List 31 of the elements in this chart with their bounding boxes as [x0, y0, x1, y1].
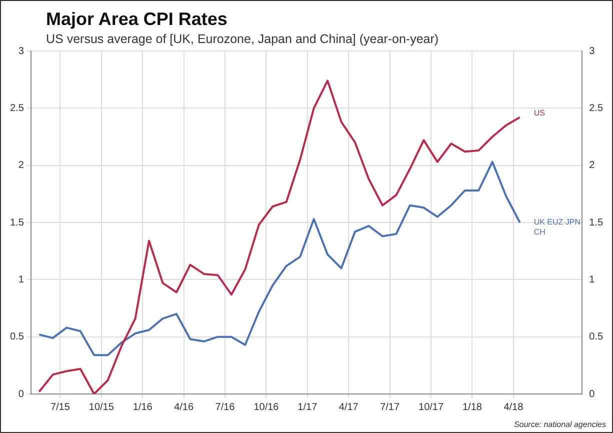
y2-tick-label: 0.5	[589, 332, 604, 343]
y-tick-label: 1	[18, 274, 24, 286]
x-tick-label: 10/15	[88, 402, 114, 413]
y-tick-label: 1.5	[10, 217, 24, 228]
x-tick-label: 7/15	[50, 402, 70, 413]
y2-tick-label: 1.5	[589, 217, 604, 228]
y2-tick-label: 2	[589, 160, 596, 172]
x-tick-label: 4/18	[504, 402, 524, 413]
x-tick-label: 10/17	[418, 402, 444, 413]
y2-tick-label: 2.5	[589, 102, 604, 114]
series-label: US	[534, 108, 545, 118]
x-tick-label: 7/16	[215, 402, 236, 413]
y2-tick-label: 1	[589, 274, 596, 286]
x-tick-label: 1/17	[298, 402, 318, 413]
x-tick-label: 1/16	[132, 402, 153, 413]
y-tick-label: 0.5	[10, 332, 24, 343]
series-label: UK EUZ JPN CH	[534, 218, 581, 237]
y-tick-label: 2	[18, 160, 24, 172]
y2-tick-label: 3	[589, 46, 596, 57]
y-tick-label: 2.5	[10, 102, 24, 114]
x-tick-label: 1/18	[462, 402, 482, 413]
chart-title: Major Area CPI Rates	[46, 9, 228, 30]
chart-subtitle: US versus average of [UK, Eurozone, Japan and China] (year-on-year)	[46, 32, 439, 46]
y-tick-label: 0	[18, 388, 24, 400]
x-tick-label: 4/16	[174, 402, 194, 413]
y-tick-label: 3	[18, 46, 24, 57]
y2-tick-label: 0	[589, 388, 596, 400]
x-tick-label: 10/16	[254, 402, 280, 413]
x-tick-label: 4/17	[338, 402, 359, 413]
x-tick-label: 7/17	[380, 402, 400, 413]
source-note: Source: national agencies	[514, 420, 606, 429]
